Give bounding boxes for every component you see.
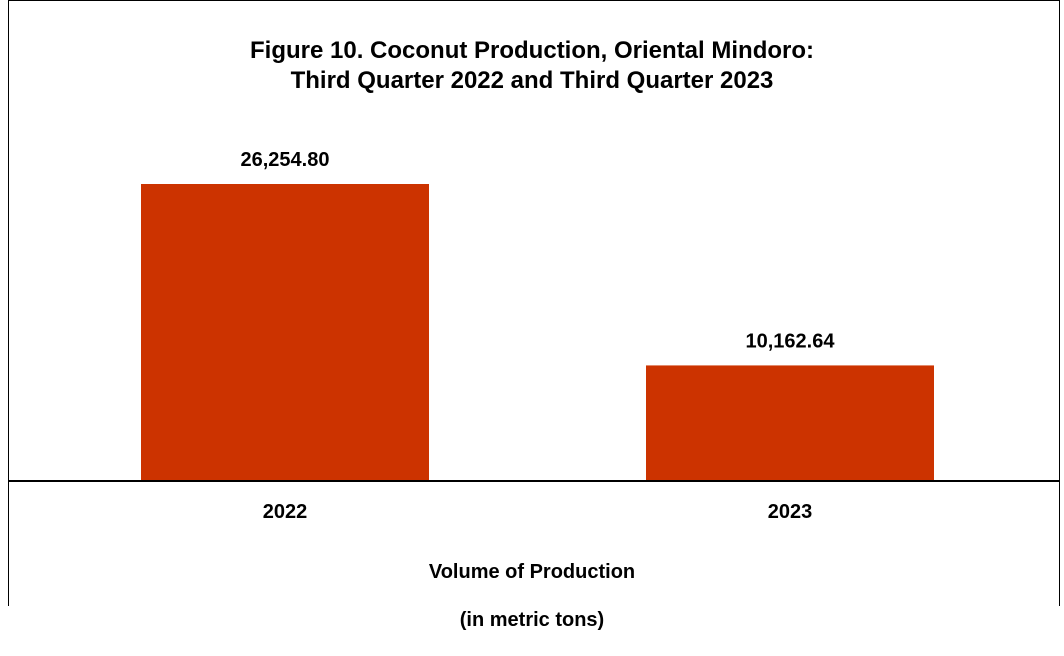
chart-title-line1: Figure 10. Coconut Production, Oriental …: [250, 37, 814, 64]
chart-frame: [8, 0, 1060, 606]
bar-2023: [646, 365, 934, 480]
chart-title: Figure 10. Coconut Production, Oriental …: [0, 36, 1064, 96]
x-tick-label-2022: 2022: [263, 501, 308, 523]
x-axis-label: Volume of Production (in metric tons): [0, 536, 1064, 656]
x-axis-label-line2: (in metric tons): [459, 609, 605, 631]
bar-chart: 26,254.80 2022 10,162.64 2023: [8, 149, 1060, 523]
bar-2022: [141, 184, 429, 480]
x-tick-label-2023: 2023: [768, 501, 813, 523]
chart-title-line2: Third Quarter 2022 and Third Quarter 202…: [290, 67, 774, 94]
data-label-2023: 10,162.64: [746, 330, 836, 352]
x-axis-label-line1: Volume of Production: [428, 561, 636, 583]
data-label-2022: 26,254.80: [241, 149, 330, 171]
